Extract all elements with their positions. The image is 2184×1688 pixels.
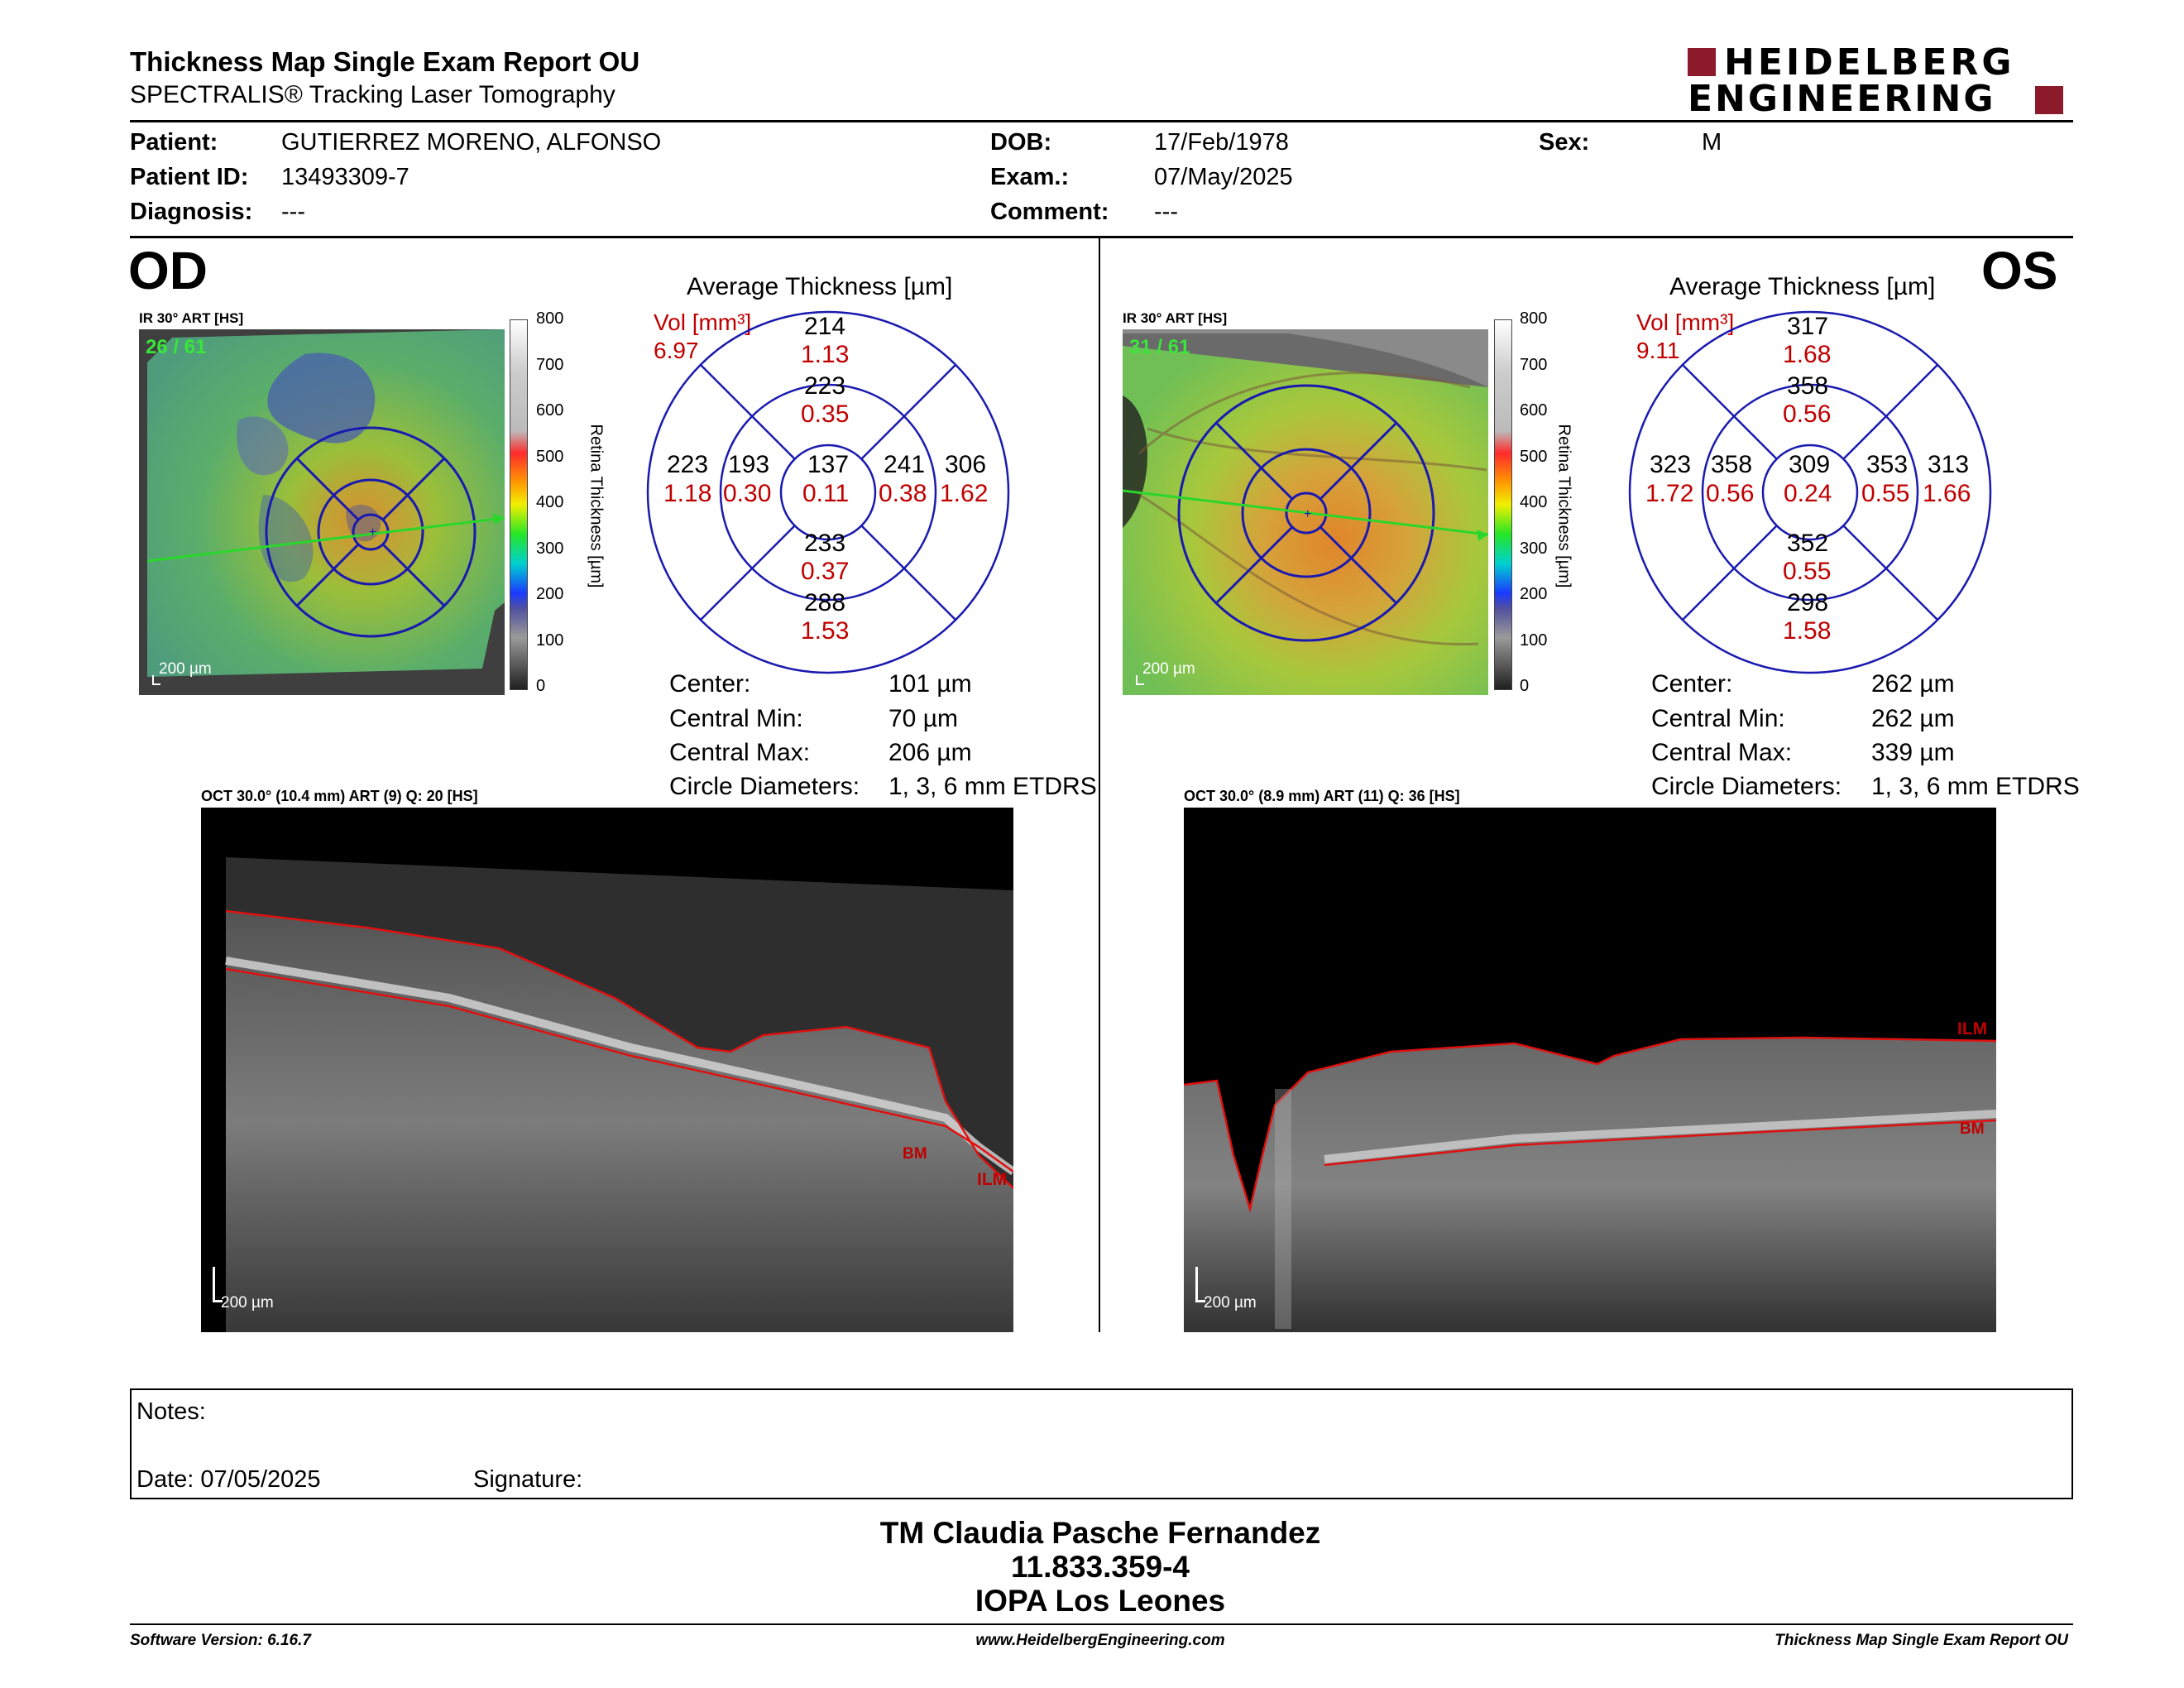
frame-counter-os: 31 / 61 — [1129, 336, 1190, 358]
divider — [130, 120, 2073, 122]
grid-title-od: Average Thickness [µm] — [687, 273, 953, 300]
colorbar-title-os: Retina Thickness [µm] — [1554, 424, 1573, 588]
inner-temporal: 358 — [1711, 451, 1753, 478]
heidelberg-logo: HEIDELBERG ENGINEERING — [1688, 41, 2068, 120]
dob: 17/Feb/1978 — [1154, 129, 1289, 156]
bm-label-os: BM — [1960, 1120, 1985, 1138]
colorbar-od — [510, 319, 528, 690]
ilm-label-od: ILM — [977, 1170, 1008, 1189]
report-subtitle: SPECTRALIS® Tracking Laser Tomography — [130, 81, 615, 108]
inner-superior: 223 — [804, 372, 846, 400]
signer-org: IOPA Los Leones — [975, 1584, 1226, 1618]
colorbar-os — [1494, 319, 1512, 690]
etdrs-overlay-os: + — [1123, 384, 1488, 642]
sex: M — [1702, 129, 1722, 156]
vol-value-od: 6.97 — [654, 338, 699, 363]
inner-nasal: 193 — [728, 451, 770, 478]
center-sector: 309 — [1789, 451, 1831, 478]
vol-label-os: Vol [mm³] — [1636, 309, 1735, 335]
divider — [130, 236, 2073, 238]
ir-label-os: IR 30° ART [HS] — [1123, 310, 1228, 326]
oct-bscan-od: BM ILM 200 µm — [201, 808, 1013, 1332]
outer-nasal: 223 — [667, 451, 709, 478]
oct-bscan-os: ILM BM 200 µm — [1184, 808, 1996, 1332]
notes-label: Notes: — [136, 1398, 206, 1425]
date-label: Date: 07/05/2025 — [136, 1466, 321, 1493]
etdrs-overlay-od: + — [146, 426, 505, 638]
ir-label-od: IR 30° ART [HS] — [139, 310, 244, 326]
center-sector: 137 — [807, 451, 850, 478]
comment: --- — [1154, 199, 1178, 225]
ir-thickness-map-od: + 26 / 61 200 µm — [139, 329, 505, 695]
outer-inferior: 288 — [804, 589, 846, 616]
inner-inferior: 233 — [804, 530, 846, 557]
etdrs-grid-od — [646, 310, 1010, 674]
frame-counter-od: 26 / 61 — [146, 336, 207, 358]
inner-superior: 358 — [1787, 372, 1829, 400]
outer-temporal: 323 — [1650, 451, 1692, 478]
outer-superior: 214 — [804, 313, 846, 340]
ilm-label-os: ILM — [1957, 1019, 1988, 1038]
exam-date: 07/May/2025 — [1154, 164, 1293, 190]
report-title: Thickness Map Single Exam Report OU — [130, 46, 640, 77]
footer-report-name: Thickness Map Single Exam Report OU — [1774, 1632, 2068, 1649]
svg-text:+: + — [1304, 507, 1311, 521]
eye-label-od: OD — [128, 241, 208, 300]
bm-label-od: BM — [903, 1145, 927, 1163]
patient-id: 13493309-7 — [281, 164, 410, 190]
diagnosis: --- — [281, 199, 305, 225]
signature-label: Signature: — [473, 1466, 583, 1493]
inner-nasal: 353 — [1866, 451, 1909, 478]
scale-label-os: 200 µm — [1142, 660, 1195, 678]
vol-label-od: Vol [mm³] — [654, 309, 752, 335]
software-version: Software Version: 6.16.7 — [130, 1632, 311, 1649]
svg-text:+: + — [369, 525, 376, 539]
outer-nasal: 313 — [1928, 451, 1970, 478]
notes-box[interactable]: Notes: Date: 07/05/2025 Signature: — [130, 1388, 2073, 1499]
scale-label-od: 200 µm — [159, 660, 212, 678]
divider — [130, 1623, 2073, 1625]
signer-name: TM Claudia Pasche Fernandez — [879, 1516, 1321, 1550]
outer-inferior: 298 — [1787, 589, 1829, 616]
oct-scale-os: 200 µm — [1204, 1294, 1257, 1312]
inner-temporal: 241 — [884, 451, 926, 478]
oct-label-od: OCT 30.0° (10.4 mm) ART (9) Q: 20 [HS] — [201, 788, 478, 804]
oct-label-os: OCT 30.0° (8.9 mm) ART (11) Q: 36 [HS] — [1184, 788, 1460, 804]
grid-title-os: Average Thickness [µm] — [1669, 273, 1936, 300]
inner-inferior: 352 — [1787, 530, 1829, 557]
oct-scale-od: 200 µm — [221, 1294, 274, 1312]
outer-superior: 317 — [1787, 313, 1829, 340]
outer-temporal: 306 — [945, 451, 987, 478]
ir-thickness-map-os: + 31 / 61 200 µm — [1123, 329, 1488, 695]
colorbar-title-od: Retina Thickness [µm] — [587, 424, 606, 588]
etdrs-grid-os — [1628, 310, 1992, 674]
vol-value-os: 9.11 — [1636, 338, 1680, 363]
patient-name: GUTIERREZ MORENO, ALFONSO — [281, 129, 662, 156]
center-divider — [1099, 238, 1100, 1332]
signer-id: 11.833.359-4 — [1010, 1550, 1190, 1584]
eye-label-os: OS — [1981, 241, 2058, 300]
footer-url[interactable]: www.HeidelbergEngineering.com — [975, 1632, 1225, 1649]
